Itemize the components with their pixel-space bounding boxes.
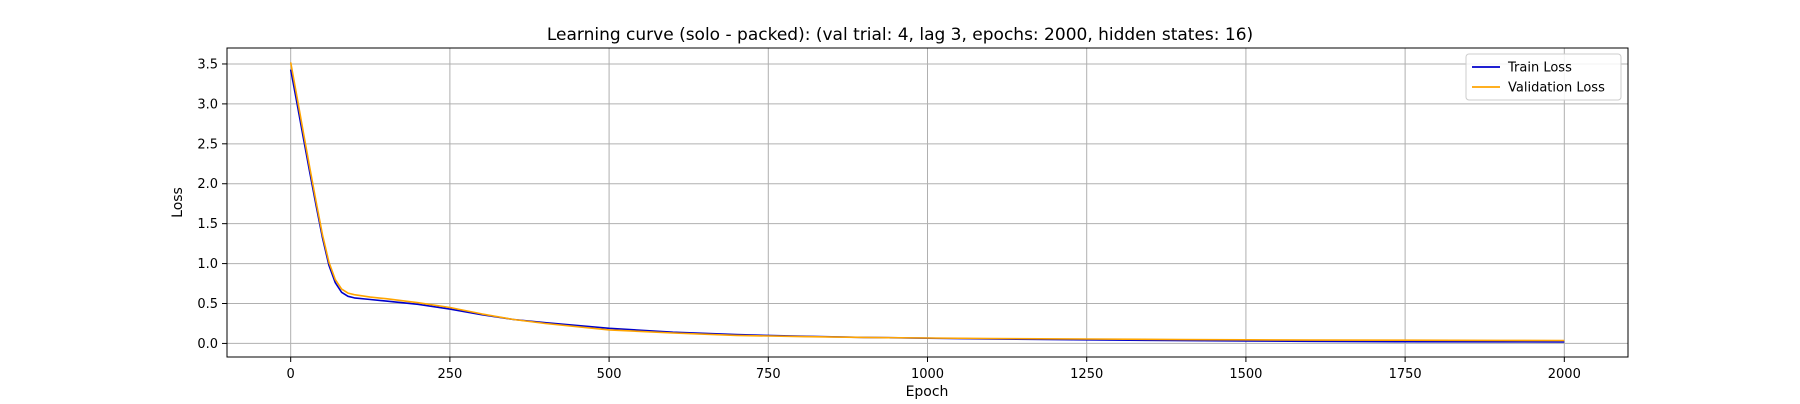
y-tick-label: 0.5 [197,297,218,312]
y-axis-label: Loss [170,187,186,218]
y-tick-label: 3.5 [197,57,218,72]
x-tick-label: 1250 [1070,367,1103,382]
series-layer [289,62,1565,343]
validation-loss-legend-label: Validation Loss [1508,81,1605,96]
x-tick-label: 0 [287,367,295,382]
y-tick-label: 1.0 [197,257,218,272]
x-tick-label: 1750 [1389,367,1422,382]
legend: Train Loss Validation Loss [1465,53,1622,101]
train-loss-legend-label: Train Loss [1507,61,1572,76]
x-tick-label: 750 [756,367,781,382]
legend-box [1465,53,1622,101]
validation-loss-line [289,62,1565,342]
y-tick-label: 3.0 [197,97,218,112]
y-tick-label: 2.0 [197,177,218,192]
x-tick-label: 1500 [1229,367,1262,382]
x-axis-label: Epoch [906,384,949,400]
tick-layer: 0 250 500 750 1000 1250 1500 1750 2000 0.0 0.5 1.0 1… [197,57,1581,382]
x-tick-label: 1000 [911,367,944,382]
x-tick-label: 2000 [1548,367,1581,382]
x-tick-label: 500 [597,367,622,382]
chart-title: Learning curve (solo - packed): (val tri… [547,25,1253,45]
y-tick-label: 0.0 [197,337,218,352]
grid-layer [227,48,1628,357]
y-tick-label: 1.5 [197,217,218,232]
y-tick-label: 2.5 [197,137,218,152]
x-tick-label: 250 [437,367,462,382]
